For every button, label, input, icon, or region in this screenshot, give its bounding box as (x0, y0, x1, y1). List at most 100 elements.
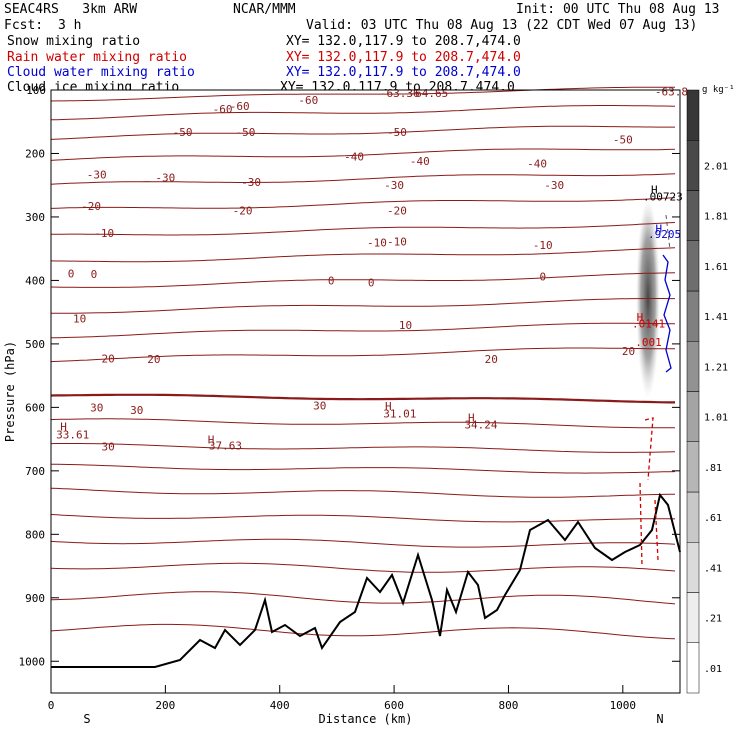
rainwater-contour (654, 499, 659, 561)
x-tick-label: 1000 (610, 699, 637, 712)
extremum-label: 31.01 (383, 408, 416, 421)
fcst-value: 3 h (58, 18, 82, 33)
contour-label: 20 (102, 352, 115, 365)
init-time: Init: 00 UTC Thu 08 Aug 13 (516, 2, 720, 17)
field-rain-xy: XY= 132.0,117.9 to 208.7,474.0 (286, 50, 521, 65)
contour-label: -63.8 (655, 85, 688, 98)
terrain-line (51, 492, 681, 668)
extremum-label: H (468, 412, 475, 425)
field-snow-xy: XY= 132.0,117.9 to 208.7,474.0 (286, 34, 521, 49)
temperature-contour (51, 298, 675, 314)
y-tick-label: 500 (25, 338, 45, 351)
contour-label: -63.36 (380, 87, 420, 100)
extremum-label: 34.24 (464, 419, 497, 432)
model-title: SEAC4RS 3km ARW (4, 2, 138, 17)
contour-label: 0 (368, 276, 375, 289)
colorbar-segment (686, 290, 700, 342)
temperature-contour (50, 418, 676, 429)
colorbar-segment (686, 491, 700, 543)
contour-label: -10 (367, 236, 387, 249)
x-tick-label: 200 (155, 699, 175, 712)
field-rain-name: Rain water mixing ratio (7, 50, 188, 65)
contour-label: 20 (147, 353, 160, 366)
temperature-contour (50, 393, 675, 404)
temperature-contour (50, 105, 676, 121)
x-tick-label: 400 (270, 699, 290, 712)
temperature-contour (50, 514, 676, 523)
y-tick-label: 700 (25, 465, 45, 478)
contour-label: -50 (613, 134, 633, 147)
contour-label: -40 (344, 151, 364, 164)
colorbar-segment (686, 391, 700, 442)
contour-label: -30 (155, 172, 175, 185)
colorbar-segment (686, 140, 700, 191)
colorbar-unit: g kg⁻¹ (702, 85, 735, 95)
colorbar-label: .61 (704, 513, 722, 524)
y-tick-label: 600 (25, 401, 45, 414)
field-max-label: H (651, 184, 658, 197)
colorbar-segment (686, 240, 700, 292)
contour-label: -40 (410, 155, 430, 168)
colorbar-label: 1.21 (704, 362, 728, 373)
contour-label: 20 (485, 353, 498, 366)
field-cloudwater-xy: XY= 132.0,117.9 to 208.7,474.0 (286, 65, 521, 80)
temperature-contour (50, 86, 675, 102)
temperature-contour (50, 347, 675, 363)
contour-label: -30 (241, 176, 261, 189)
colorbar-segment (686, 89, 700, 141)
temperature-contour (50, 222, 676, 236)
colorbar-label: .01 (704, 664, 722, 675)
colorbar-label: 1.41 (704, 312, 728, 323)
contour-label: -30 (544, 179, 564, 192)
x-tick-label: 0 (48, 699, 55, 712)
field-max-label: .0141 (632, 318, 665, 331)
contour-label: -50 (173, 126, 193, 139)
contour-label: -20 (81, 200, 101, 213)
contour-label: -60 (230, 100, 250, 113)
y-tick-label: 1000 (19, 655, 46, 668)
temperature-contour (50, 322, 676, 339)
colorbar-segment (686, 542, 700, 593)
contour-label: 30 (90, 401, 103, 414)
plot-area (51, 90, 680, 693)
temperature-contour (50, 623, 676, 640)
north-label: N (656, 712, 663, 726)
temperature-contour (50, 125, 675, 140)
field-max-label: H (637, 311, 644, 324)
temperature-contour (50, 487, 675, 498)
field-cloudwater-name: Cloud water mixing ratio (7, 65, 195, 80)
colorbar-label: 2.01 (704, 161, 728, 172)
field-max-label: H (656, 222, 663, 235)
temperature-contour (50, 443, 676, 453)
field-max-label: .00723 (643, 191, 683, 204)
valid-time: Valid: 03 UTC Thu 08 Aug 13 (22 CDT Wed … (306, 18, 698, 33)
contour-label: 10 (73, 313, 86, 326)
extremum-label: H (385, 400, 392, 413)
field-snow-name: Snow mixing ratio (7, 34, 141, 49)
south-label: S (83, 712, 90, 726)
temperature-contour (50, 562, 676, 573)
temperature-contour (50, 148, 676, 161)
contour-label: -60 (213, 103, 233, 116)
colorbar-segment (686, 190, 700, 241)
x-tick-label: 600 (384, 699, 404, 712)
colorbar-segment (686, 341, 700, 392)
temperature-contour (50, 591, 676, 605)
x-axis-label: Distance (km) (319, 712, 413, 726)
temperature-contour (50, 272, 676, 288)
temperature-contour (50, 197, 676, 209)
y-tick-label: 200 (25, 147, 45, 160)
extremum-label: H (60, 420, 67, 433)
y-tick-label: 900 (25, 592, 45, 605)
extremum-label: 33.61 (56, 429, 89, 442)
cloudwater-contour (662, 254, 672, 373)
center-title: NCAR/MMM (233, 2, 296, 17)
contour-label: -40 (527, 158, 547, 171)
temperature-contour (50, 538, 676, 548)
extremum-label: H (208, 434, 215, 447)
fcst-label: Fcst: (4, 18, 44, 33)
colorbar-label: 1.01 (704, 413, 728, 424)
colorbar-label: 1.81 (704, 212, 728, 223)
contour-label: 30 (130, 404, 143, 417)
